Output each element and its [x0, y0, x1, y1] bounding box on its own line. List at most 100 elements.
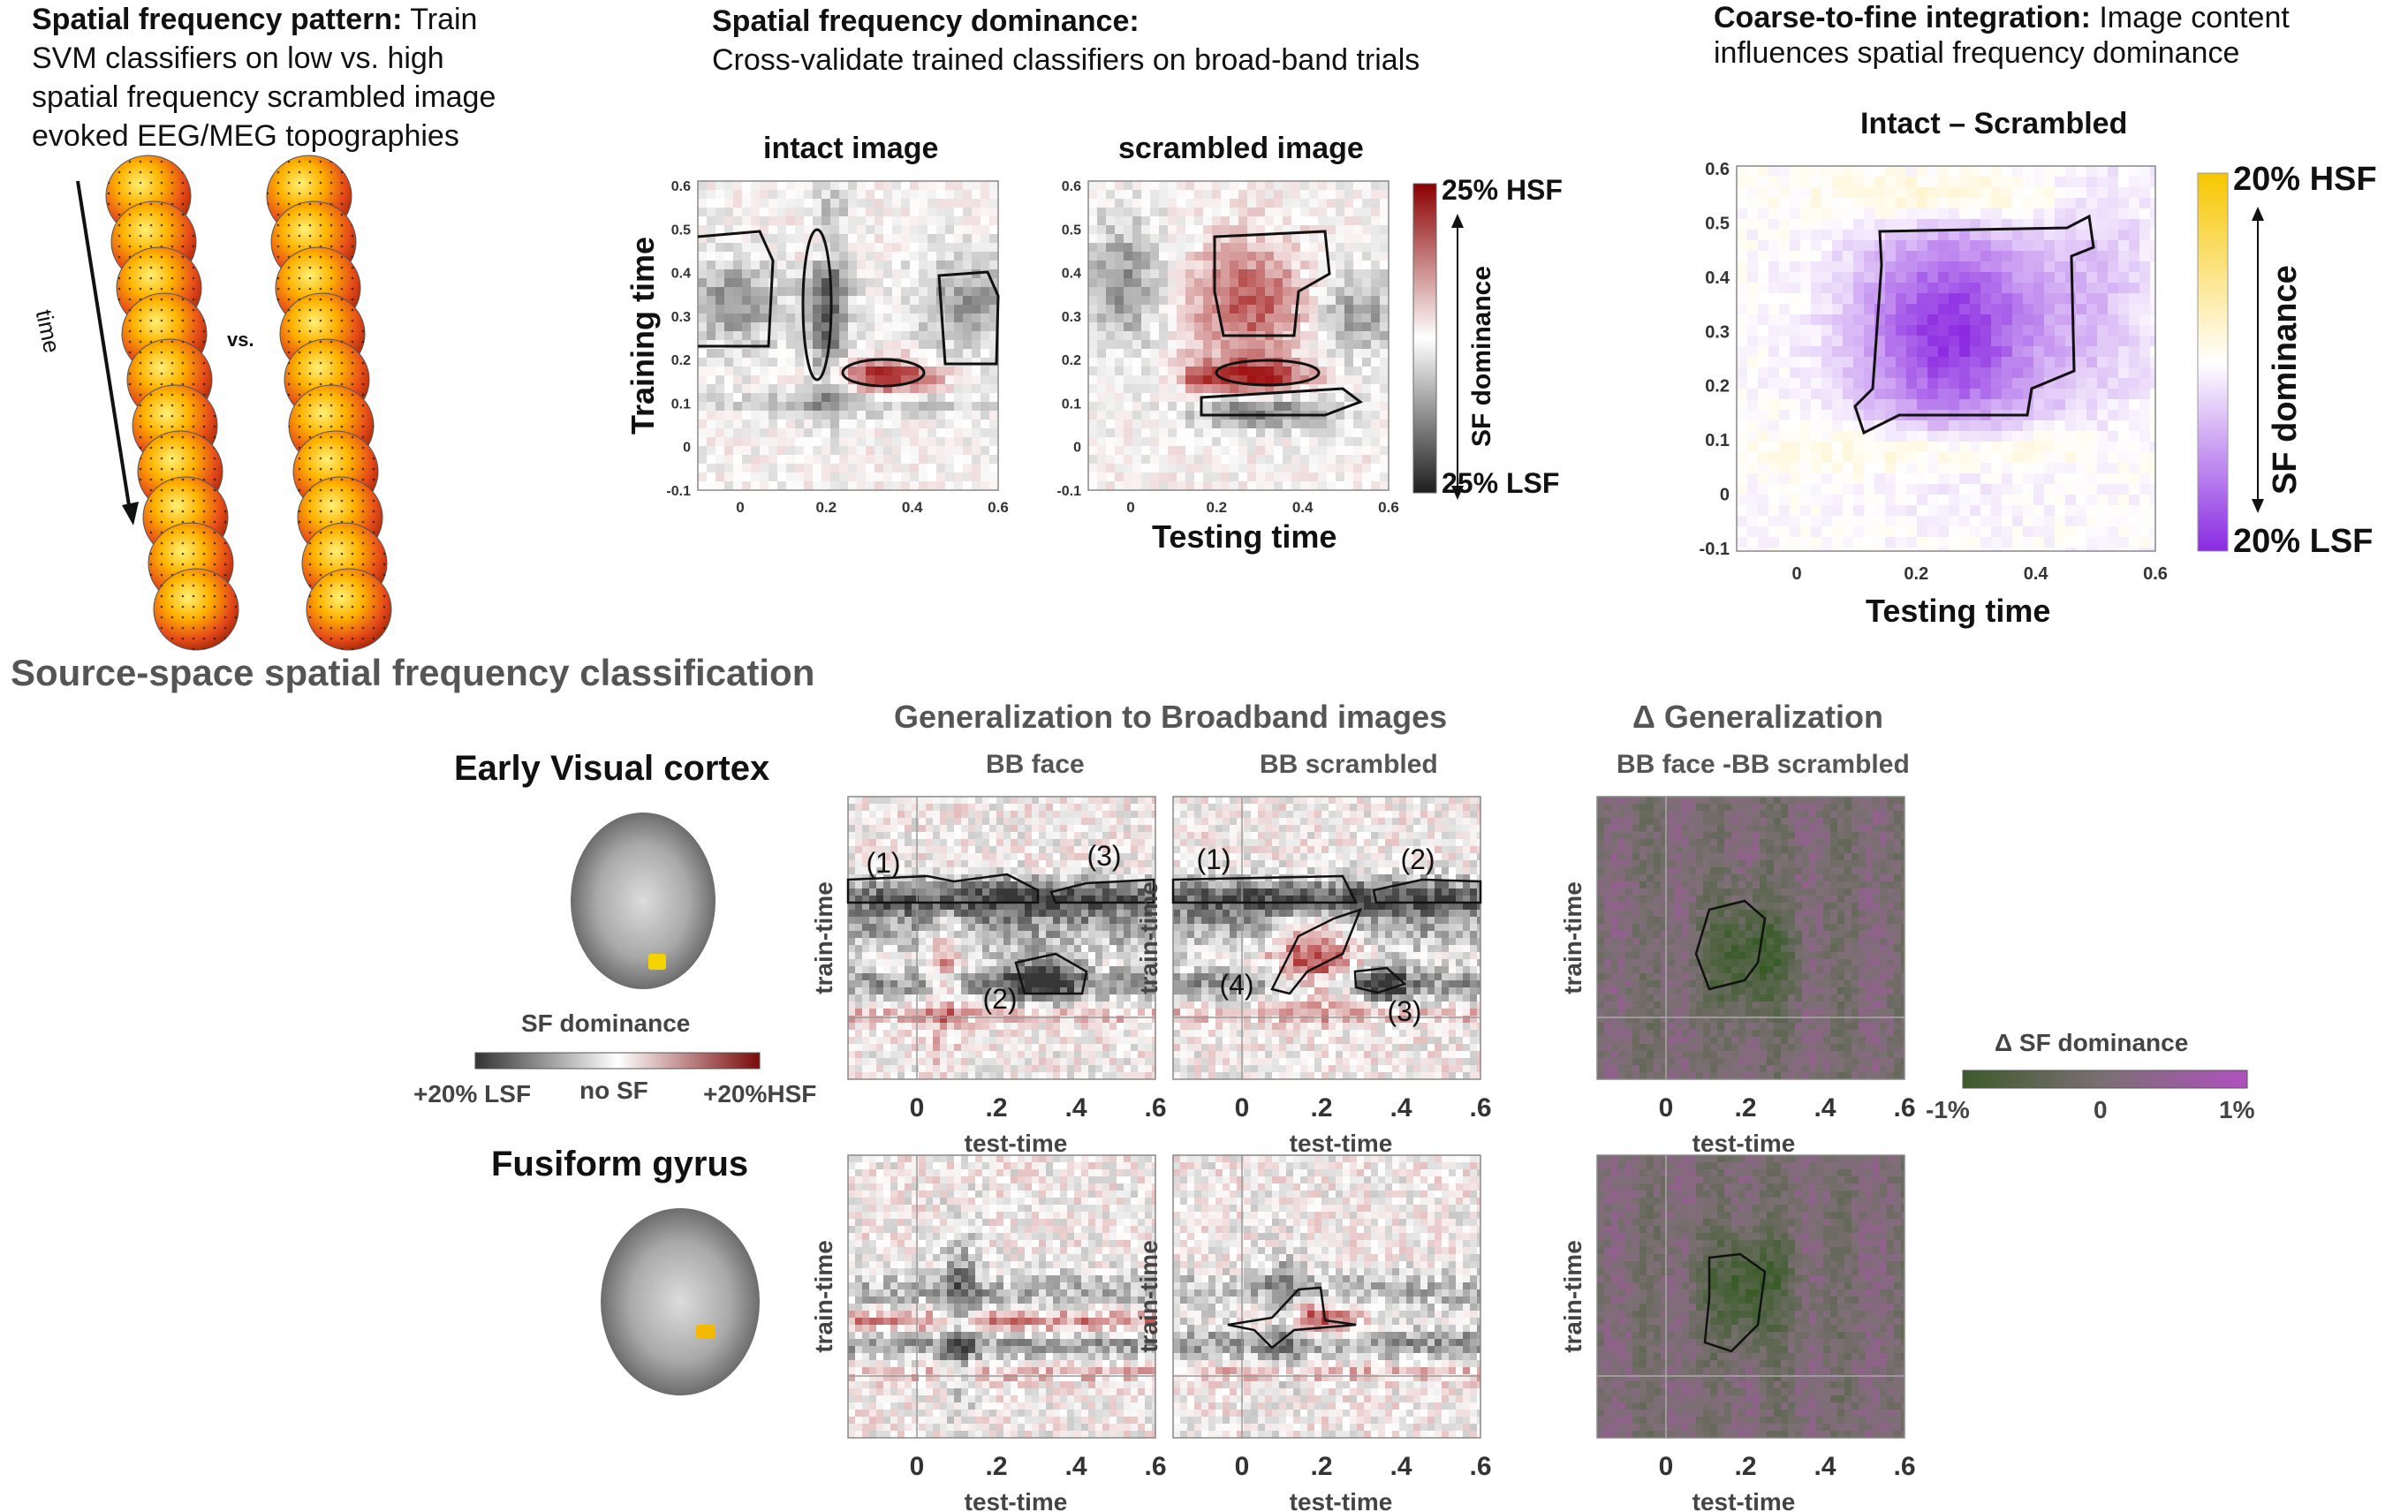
heat-cell — [2150, 505, 2155, 516]
heat-cell — [2150, 463, 2155, 473]
heat-cell — [1185, 314, 1194, 322]
heat-cell — [1371, 243, 1380, 252]
heat-cell — [883, 243, 892, 252]
heat-cell — [1088, 367, 1097, 375]
heat-cell — [1811, 410, 1821, 420]
heat-cell — [769, 437, 777, 446]
heat-cell — [936, 481, 945, 490]
heat-cell — [1800, 187, 1811, 198]
heat-cell — [1283, 216, 1291, 225]
heat-cell — [1194, 314, 1203, 322]
heat-cell — [813, 287, 822, 296]
heat-cell — [1991, 495, 2002, 505]
heat-cell — [1380, 234, 1389, 243]
heat-cell — [1238, 367, 1247, 375]
heat-cell — [1081, 825, 1088, 832]
heat-cell — [919, 931, 926, 938]
heat-cell — [1032, 959, 1039, 966]
heat-cell — [1141, 287, 1150, 296]
heat-cell — [862, 931, 869, 938]
heat-cell — [1168, 278, 1177, 287]
heat-cell — [751, 446, 760, 455]
heat-cell — [1265, 314, 1274, 322]
heat-cell — [1256, 181, 1265, 190]
heat-cell — [910, 464, 919, 472]
heat-cell — [1821, 442, 1832, 452]
heat-cell — [981, 278, 989, 287]
heat-cell — [1949, 420, 1959, 431]
heat-cell — [2044, 251, 2055, 261]
heat-cell — [2023, 463, 2033, 473]
heat-cell — [1256, 234, 1265, 243]
heat-cell — [2065, 410, 2076, 420]
heat-cell — [1039, 888, 1046, 896]
heat-cell — [936, 358, 945, 367]
heat-cell — [912, 860, 919, 867]
heat-cell — [2012, 304, 2023, 314]
heat-cell — [760, 472, 769, 481]
heat-cell — [742, 208, 751, 216]
heat-cell — [1177, 411, 1185, 420]
heat-cell — [933, 931, 940, 938]
heat-cell — [1949, 336, 1959, 346]
heat-cell — [2055, 431, 2065, 442]
heat-cell — [1212, 472, 1221, 481]
heat-cell — [1115, 225, 1124, 234]
heat-cell — [862, 825, 869, 832]
heat-cell — [1168, 287, 1177, 296]
heat-cell — [928, 243, 936, 252]
heat-cell — [848, 402, 857, 411]
heat-cell — [1039, 832, 1046, 839]
heat-cell — [1991, 442, 2002, 452]
heat-cell — [804, 314, 813, 322]
heat-cell — [989, 375, 998, 384]
heat-cell — [1081, 881, 1088, 888]
heat-cell — [1970, 251, 1980, 261]
heat-cell — [1327, 243, 1336, 252]
heat-cell — [1203, 437, 1212, 446]
heat-cell — [751, 322, 760, 331]
heat-cell — [2118, 367, 2129, 378]
heat-cell — [1811, 473, 1821, 484]
heat-cell — [2033, 304, 2044, 314]
heat-cell — [1896, 208, 1906, 219]
heat-cell — [892, 367, 901, 375]
heat-cell — [1318, 287, 1327, 296]
heat-cell — [1843, 526, 1853, 537]
heat-cell — [1018, 881, 1025, 888]
heat-cell — [866, 269, 875, 278]
heat-cell — [1779, 526, 1790, 537]
heat-cell — [897, 881, 905, 888]
heat-cell — [989, 225, 998, 234]
heat-cell — [945, 428, 954, 437]
heat-cell — [1106, 261, 1115, 269]
heat-cell — [919, 208, 928, 216]
heat-cell — [1039, 874, 1046, 881]
heat-cell — [1344, 446, 1353, 455]
heat-cell — [1371, 252, 1380, 261]
heat-cell — [1053, 910, 1060, 917]
heat-cell — [1949, 526, 1959, 537]
heat-cell — [2002, 399, 2012, 410]
heat-cell — [996, 903, 1003, 910]
heat-cell — [848, 199, 857, 208]
heat-cell — [2129, 240, 2139, 251]
heat-cell — [876, 811, 883, 818]
heat-cell — [1811, 166, 1821, 177]
heat-cell — [1737, 548, 1747, 551]
heat-cell — [892, 278, 901, 287]
heat-cell — [1843, 177, 1853, 187]
heat-cell — [1380, 358, 1389, 367]
heat-cell — [1864, 505, 1874, 516]
heat-cell — [1991, 230, 2002, 240]
heat-cell — [919, 234, 928, 243]
heat-cell — [1959, 378, 1970, 389]
heat-cell — [928, 261, 936, 269]
heat-cell — [1336, 234, 1344, 243]
heat-cell — [1152, 804, 1155, 811]
heat-cell — [2118, 378, 2129, 389]
heat-cell — [2129, 187, 2139, 198]
heat-cell — [733, 481, 742, 490]
heat-cell — [1353, 411, 1362, 420]
heat-cell — [954, 797, 961, 804]
